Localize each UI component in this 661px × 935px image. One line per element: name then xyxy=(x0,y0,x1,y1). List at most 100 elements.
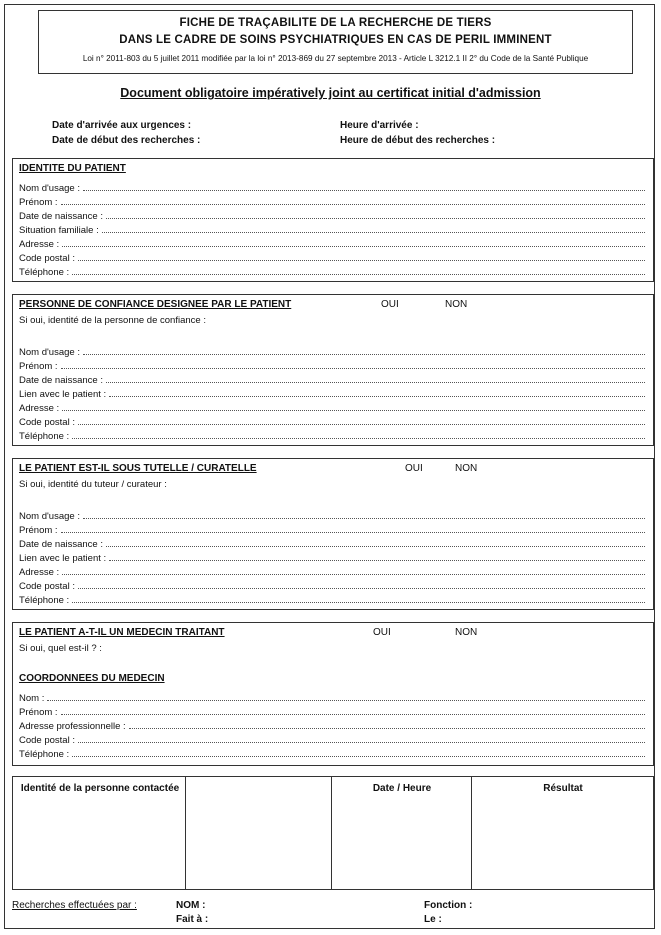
field-postal-code[interactable]: Code postal : xyxy=(19,251,645,264)
yes-option[interactable]: OUI xyxy=(381,299,399,310)
field-firstname[interactable]: Prénom : xyxy=(19,195,645,208)
field-label: Code postal : xyxy=(19,581,75,592)
field-address[interactable]: Adresse : xyxy=(19,237,645,250)
field-label: Téléphone : xyxy=(19,431,70,442)
date-start-label: Date de début des recherches : xyxy=(52,135,201,146)
field-birthdate[interactable]: Date de naissance : xyxy=(19,537,645,550)
field-label: Situation familiale : xyxy=(19,225,99,236)
field-address[interactable]: Adresse : xyxy=(19,565,645,578)
field-firstname[interactable]: Prénom : xyxy=(19,705,645,718)
field-birthdate[interactable]: Date de naissance : xyxy=(19,209,645,222)
field-postal-code[interactable]: Code postal : xyxy=(19,733,645,746)
section-trusted-person: PERSONNE DE CONFIANCE DESIGNEE PAR LE PA… xyxy=(12,294,654,446)
dotted-line xyxy=(62,237,645,247)
dotted-line xyxy=(62,565,645,575)
field-label: Nom : xyxy=(19,693,45,704)
dotted-line xyxy=(82,509,645,519)
section-title: LE PATIENT EST-IL SOUS TUTELLE / CURATEL… xyxy=(19,463,257,474)
section-patient-identity: IDENTITE DU PATIENT Nom d'usage : Prénom… xyxy=(12,158,654,282)
field-work-address[interactable]: Adresse professionnelle : xyxy=(19,719,645,732)
no-option[interactable]: NON xyxy=(455,627,478,638)
dotted-line xyxy=(77,415,645,425)
dotted-line xyxy=(72,265,645,275)
dotted-line xyxy=(109,387,645,397)
field-lastname[interactable]: Nom : xyxy=(19,691,645,704)
section-guardianship: LE PATIENT EST-IL SOUS TUTELLE / CURATEL… xyxy=(12,458,654,610)
field-phone[interactable]: Téléphone : xyxy=(19,593,645,606)
field-label: Lien avec le patient : xyxy=(19,553,107,564)
dotted-line xyxy=(82,345,645,355)
section-subtitle: Si oui, quel est-il ? : xyxy=(19,643,102,654)
header-box: FICHE DE TRAÇABILITE DE LA RECHERCHE DE … xyxy=(38,10,633,74)
dotted-line xyxy=(60,523,645,533)
page-frame xyxy=(4,4,655,929)
searches-by-label: Recherches effectuées par : xyxy=(12,900,137,911)
field-label: Date de naissance : xyxy=(19,211,103,222)
done-at-label[interactable]: Fait à : xyxy=(176,914,209,925)
field-label: Téléphone : xyxy=(19,267,70,278)
field-address[interactable]: Adresse : xyxy=(19,401,645,414)
section-title: LE PATIENT A-T-IL UN MEDECIN TRAITANT xyxy=(19,627,225,638)
dotted-line xyxy=(77,733,645,743)
dotted-line xyxy=(82,181,645,191)
field-lastname[interactable]: Nom d'usage : xyxy=(19,345,645,358)
physician-coordinates-title: COORDONNEES DU MEDECIN xyxy=(19,673,165,684)
field-birthdate[interactable]: Date de naissance : xyxy=(19,373,645,386)
dotted-line xyxy=(105,373,645,383)
table-column-result[interactable]: Résultat xyxy=(471,777,653,889)
field-label: Téléphone : xyxy=(19,749,70,760)
field-label: Date de naissance : xyxy=(19,375,103,386)
field-lastname[interactable]: Nom d'usage : xyxy=(19,509,645,522)
dotted-line xyxy=(60,195,645,205)
field-firstname[interactable]: Prénom : xyxy=(19,523,645,536)
field-label: Prénom : xyxy=(19,197,58,208)
field-label: Adresse : xyxy=(19,567,60,578)
section-attending-physician: LE PATIENT A-T-IL UN MEDECIN TRAITANT OU… xyxy=(12,622,654,766)
field-label: Adresse : xyxy=(19,403,60,414)
dotted-line xyxy=(62,401,645,411)
dotted-line xyxy=(128,719,645,729)
field-postal-code[interactable]: Code postal : xyxy=(19,579,645,592)
name-label[interactable]: NOM : xyxy=(176,900,206,911)
field-label: Prénom : xyxy=(19,361,58,372)
field-label: Prénom : xyxy=(19,525,58,536)
field-label: Code postal : xyxy=(19,735,75,746)
field-relationship[interactable]: Lien avec le patient : xyxy=(19,387,645,400)
function-label[interactable]: Fonction : xyxy=(424,900,473,911)
table-column-identity[interactable]: Identité de la personne contactée xyxy=(13,777,186,889)
time-start-label: Heure de début des recherches : xyxy=(340,135,496,146)
dotted-line xyxy=(60,705,645,715)
dotted-line xyxy=(72,747,645,757)
field-label: Prénom : xyxy=(19,707,58,718)
section-title: IDENTITE DU PATIENT xyxy=(19,163,126,174)
field-label: Adresse professionnelle : xyxy=(19,721,126,732)
yes-option[interactable]: OUI xyxy=(373,627,391,638)
no-option[interactable]: NON xyxy=(455,463,478,474)
field-phone[interactable]: Téléphone : xyxy=(19,429,645,442)
section-title: PERSONNE DE CONFIANCE DESIGNEE PAR LE PA… xyxy=(19,299,292,310)
dotted-line xyxy=(77,251,645,261)
field-label: Téléphone : xyxy=(19,595,70,606)
field-phone[interactable]: Téléphone : xyxy=(19,747,645,760)
table-column-2[interactable] xyxy=(185,777,332,889)
column-header-result: Résultat xyxy=(543,783,583,794)
section-subtitle: Si oui, identité de la personne de confi… xyxy=(19,315,206,326)
header-title-line1: FICHE DE TRAÇABILITE DE LA RECHERCHE DE … xyxy=(179,17,492,29)
field-firstname[interactable]: Prénom : xyxy=(19,359,645,372)
no-option[interactable]: NON xyxy=(445,299,468,310)
field-postal-code[interactable]: Code postal : xyxy=(19,415,645,428)
dotted-line xyxy=(105,537,645,547)
field-relationship[interactable]: Lien avec le patient : xyxy=(19,551,645,564)
time-arrival-label: Heure d'arrivée : xyxy=(340,120,419,131)
dotted-line xyxy=(72,429,645,439)
dotted-line xyxy=(109,551,645,561)
field-lastname[interactable]: Nom d'usage : xyxy=(19,181,645,194)
table-column-datetime[interactable]: Date / Heure xyxy=(331,777,472,889)
field-family-status[interactable]: Situation familiale : xyxy=(19,223,645,236)
yes-option[interactable]: OUI xyxy=(405,463,423,474)
field-label: Adresse : xyxy=(19,239,60,250)
field-phone[interactable]: Téléphone : xyxy=(19,265,645,278)
date-label[interactable]: Le : xyxy=(424,914,442,925)
field-label: Nom d'usage : xyxy=(19,511,80,522)
contacts-table: Identité de la personne contactée Date /… xyxy=(12,776,654,890)
